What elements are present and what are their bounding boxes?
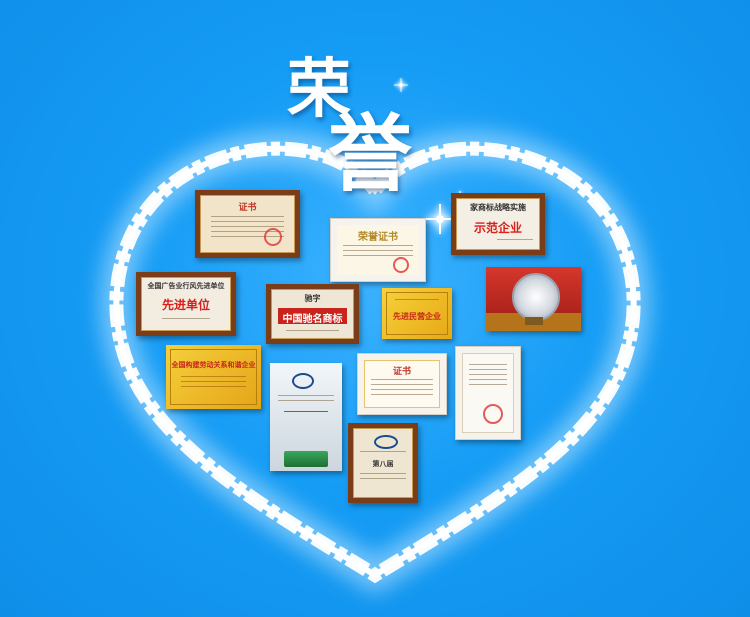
sparkle-icon: [425, 204, 455, 234]
certificate-10: 第八届: [348, 423, 418, 503]
certificate-7: 全国构建劳动关系和谐企业: [166, 345, 261, 409]
certificate-5-title: 驰字: [304, 293, 321, 303]
certificate-2-title: 荣誉证书: [358, 232, 398, 243]
trophy-photo: [486, 267, 581, 331]
certificate-6-title: 先进民营企业: [393, 311, 441, 321]
certificate-2: 荣誉证书: [330, 218, 426, 282]
certificate-4-title: 全国广告业行风先进单位: [147, 281, 225, 290]
certificate-10-title: 第八届: [372, 459, 394, 468]
certificate-1: 证书: [195, 190, 300, 258]
certificate-5: 驰字 中国驰名商标: [266, 284, 359, 344]
certificate-4-subtitle: 先进单位: [161, 298, 210, 312]
certificate-8-title: 证书: [392, 367, 411, 377]
sparkle-icon: [394, 78, 408, 92]
title-char-1: 荣: [287, 52, 351, 127]
certificate-3-subtitle: 示范企业: [473, 221, 522, 235]
title-char-2: 誉: [328, 104, 413, 203]
certificate-1-title: 证书: [238, 203, 257, 213]
glass-trophy: [270, 363, 342, 471]
certificate-7-title: 全国构建劳动关系和谐企业: [171, 360, 256, 369]
certificate-6: 先进民营企业: [382, 288, 452, 339]
certificate-3-title: 家商标战略实施: [470, 202, 526, 212]
certificate-8: 证书: [357, 353, 447, 415]
certificate-3: 家商标战略实施 示范企业: [451, 193, 545, 255]
certificate-5-subtitle: 中国驰名商标: [282, 314, 343, 325]
certificate-9: [455, 346, 521, 440]
certificate-4: 全国广告业行风先进单位 先进单位: [136, 272, 236, 336]
